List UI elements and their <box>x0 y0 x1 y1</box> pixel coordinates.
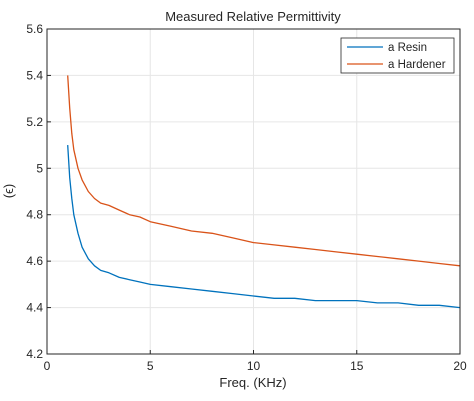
x-tick-label: 15 <box>350 359 364 373</box>
y-tick-label: 5.2 <box>26 115 43 129</box>
legend-label: a Resin <box>388 42 427 54</box>
y-tick-label: 5.6 <box>26 22 43 36</box>
x-tick-label: 5 <box>147 359 154 373</box>
y-axis: 4.2 4.4 4.6 4.8 5 5.2 5.4 5.6 <box>26 22 51 361</box>
chart-title: Measured Relative Permittivity <box>165 9 341 24</box>
y-axis-title: (ϵ) <box>1 184 16 198</box>
series-line-resin <box>67 145 461 309</box>
x-axis-title: Freq. (KHz) <box>219 375 286 390</box>
legend-label: a Hardener <box>388 59 446 71</box>
y-tick-label: 4.2 <box>26 347 43 361</box>
y-tick-label: 4.4 <box>26 301 43 315</box>
series-line-hardener <box>67 75 461 267</box>
y-tick-label: 4.8 <box>26 208 43 222</box>
y-tick-label: 5.4 <box>26 68 43 82</box>
x-tick-label: 20 <box>453 359 467 373</box>
x-tick-label: 0 <box>44 359 51 373</box>
y-tick-label: 4.6 <box>26 254 43 268</box>
series-layer <box>67 75 461 309</box>
legend: a Resin a Hardener <box>340 37 455 74</box>
legend-box <box>340 37 455 74</box>
y-tick-label: 5 <box>36 161 43 175</box>
grid-lines <box>46 28 461 355</box>
x-axis: 0 5 10 15 20 <box>44 350 467 373</box>
x-tick-label: 10 <box>247 359 261 373</box>
